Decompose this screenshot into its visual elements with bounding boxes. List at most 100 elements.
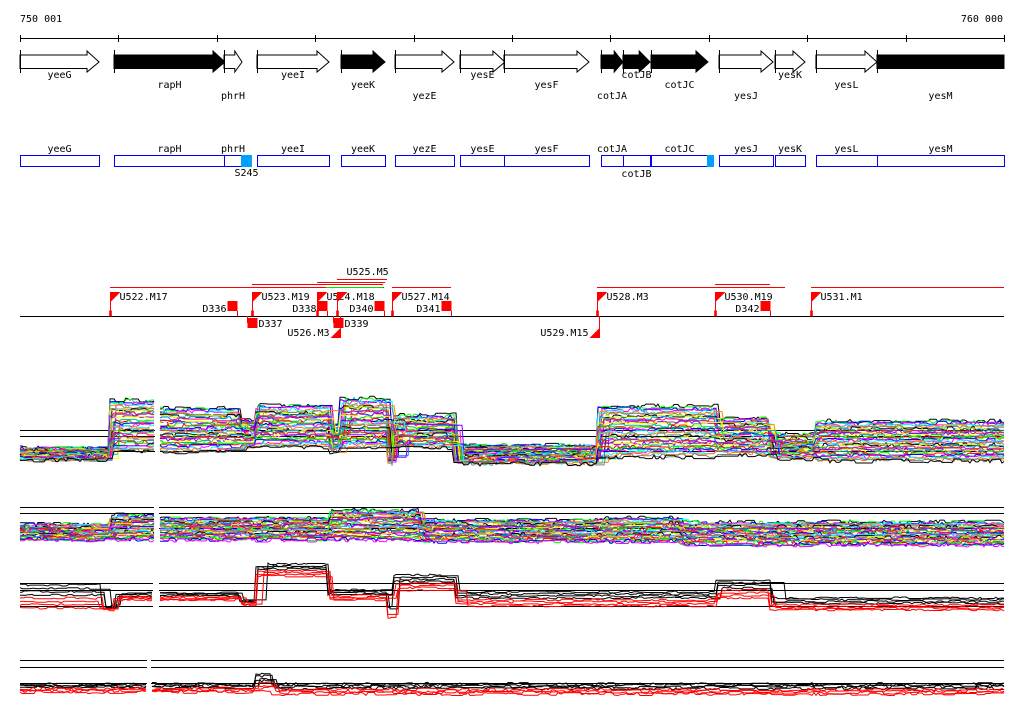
gene-box-cotJB[interactable] <box>623 155 651 167</box>
gene-box-label: yeeG <box>47 144 71 155</box>
gene-box-yesF[interactable] <box>504 155 590 167</box>
feature-label: S245 <box>234 168 258 179</box>
terminator-icon <box>333 318 344 328</box>
promoter-flag-icon <box>252 292 263 302</box>
terminator-label: D341 <box>416 304 440 315</box>
feature-marker <box>241 155 252 167</box>
gene-arrow-yeeG[interactable] <box>19 49 100 74</box>
gene-box-phrH[interactable] <box>224 155 243 167</box>
promoter-label: U522.M17 <box>120 292 168 303</box>
terminator-label: D337 <box>259 319 283 330</box>
gene-label: yesL <box>834 80 858 91</box>
promoter-flag-icon <box>330 328 341 338</box>
gene-box-label: yesM <box>928 144 952 155</box>
promoter-label: U524.M18 <box>327 292 375 303</box>
gene-box-label: phrH <box>221 144 245 155</box>
gene-arrow-yesL[interactable] <box>815 49 878 74</box>
gene-box-yeeI[interactable] <box>257 155 330 167</box>
promoter-label: U527.M14 <box>402 292 450 303</box>
promoter-flag-icon <box>597 292 608 302</box>
terminator-label: D339 <box>345 319 369 330</box>
promoter-flag-icon <box>811 292 822 302</box>
gene-arrow-cotJB[interactable] <box>622 49 651 74</box>
gene-box-yesJ[interactable] <box>719 155 774 167</box>
terminator-label: D340 <box>349 304 373 315</box>
terminator-icon <box>227 301 238 311</box>
promoter-base <box>109 310 112 317</box>
gene-box-yesL[interactable] <box>816 155 878 167</box>
terminator-icon <box>317 301 328 311</box>
promoter-label: U525.M5 <box>347 267 389 278</box>
gene-box-label: yesK <box>778 144 802 155</box>
gene-box-cotJA[interactable] <box>601 155 624 167</box>
promoter-label: U529.M15 <box>540 328 588 339</box>
gene-box-label: yeeI <box>281 144 305 155</box>
ruler-start-label: 750 001 <box>20 14 62 25</box>
gene-label: cotJC <box>664 80 694 91</box>
gene-box-label: rapH <box>157 144 181 155</box>
gene-box-label: yesJ <box>734 144 758 155</box>
track1-trace <box>20 443 1004 467</box>
gene-arrow-yezE[interactable] <box>394 49 455 74</box>
gene-label: cotJA <box>597 91 627 102</box>
track3-trace <box>19 574 1005 619</box>
promoter-flag-icon <box>110 292 121 302</box>
gene-arrow-yeeK[interactable] <box>340 49 386 74</box>
promoter-flag-icon <box>715 292 726 302</box>
gene-box-yesM[interactable] <box>877 155 1005 167</box>
gene-arrow-yesE[interactable] <box>459 49 506 74</box>
gene-box-yesK[interactable] <box>775 155 806 167</box>
gene-label: yesK <box>778 70 802 81</box>
gene-box-label: yesE <box>470 144 494 155</box>
promoter-flag-icon <box>317 292 328 302</box>
promoter-flag-icon <box>392 292 403 302</box>
terminator-label: D338 <box>292 304 316 315</box>
gene-box-label: cotJB <box>621 169 651 180</box>
gene-box-yeeK[interactable] <box>341 155 386 167</box>
gene-box-rapH[interactable] <box>114 155 226 167</box>
gene-arrow-yesJ[interactable] <box>718 49 774 74</box>
gene-arrow-cotJC[interactable] <box>650 49 709 74</box>
gene-label: yeeK <box>351 80 375 91</box>
gene-box-label: yezE <box>412 144 436 155</box>
gene-box-yesE[interactable] <box>460 155 506 167</box>
gene-box-cotJC[interactable] <box>651 155 709 167</box>
gene-box-label: yeeK <box>351 144 375 155</box>
promoter-base <box>336 310 339 317</box>
gene-arrow-cotJA[interactable] <box>600 49 624 74</box>
gene-label: yeeG <box>47 70 71 81</box>
gene-box-label: yesL <box>834 144 858 155</box>
track1-trace <box>20 445 1005 467</box>
gene-box-label: yesF <box>534 144 558 155</box>
gene-box-yeeG[interactable] <box>20 155 100 167</box>
terminator-icon <box>760 301 771 311</box>
gene-label: phrH <box>221 91 245 102</box>
terminator-icon <box>374 301 385 311</box>
gene-label: rapH <box>157 80 181 91</box>
feature-marker <box>706 155 714 167</box>
gene-box-label: cotJA <box>597 144 627 155</box>
gene-arrow-yesF[interactable] <box>503 49 590 74</box>
gene-arrow-phrH[interactable] <box>223 49 243 74</box>
promoter-flag-icon <box>337 292 348 302</box>
promoter-flag-icon <box>589 328 600 338</box>
gene-label: cotJB <box>621 70 651 81</box>
track3-trace <box>19 572 1004 610</box>
track4-trace <box>20 686 1005 695</box>
track2-trace <box>20 537 1004 548</box>
gene-arrow-rapH[interactable] <box>113 49 226 74</box>
promoter-base <box>391 310 394 317</box>
gene-box-yezE[interactable] <box>395 155 455 167</box>
gene-arrow-yeeI[interactable] <box>256 49 330 74</box>
promoter-base <box>810 310 813 317</box>
gene-arrow-yesK[interactable] <box>774 49 806 74</box>
ruler-end-label: 760 000 <box>961 14 1003 25</box>
promoter-label: U531.M1 <box>821 292 863 303</box>
gene-arrow-yesM[interactable] <box>876 54 1005 69</box>
track3-trace <box>20 562 1004 608</box>
terminator-icon <box>247 318 258 328</box>
terminator-label: D342 <box>735 304 759 315</box>
gene-label: yesJ <box>734 91 758 102</box>
